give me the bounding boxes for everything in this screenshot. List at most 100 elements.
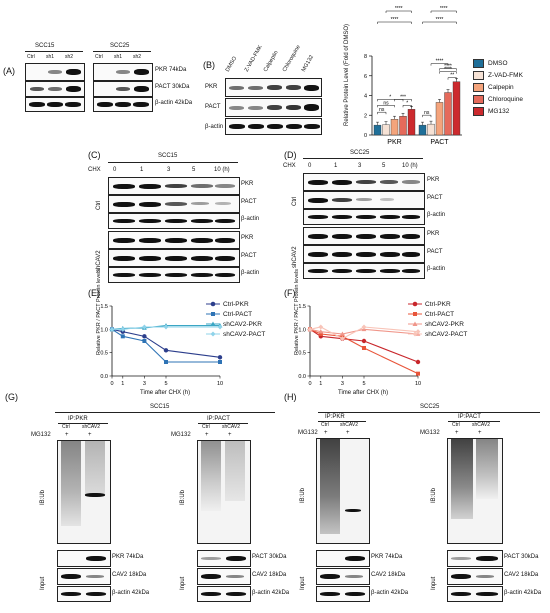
sig-label: ns — [424, 110, 430, 116]
e-point-0-3 — [163, 348, 169, 353]
g-ib1: IB:Ub — [40, 489, 46, 505]
scc15-label: SCC15 — [35, 43, 55, 49]
bar-category-label: PACT — [430, 139, 449, 146]
f-legend-0: Ctrl-PKR — [408, 300, 451, 308]
h-ib1: IB:Ub — [300, 487, 306, 503]
e-x-tick-label: 1 — [121, 381, 124, 387]
sig-label: ** — [450, 73, 454, 79]
g-lbl2-pact: PACT 30kDa — [252, 554, 287, 560]
f-point-3-1 — [318, 324, 324, 330]
bar-pact-0 — [418, 124, 427, 136]
h-lbl2-actin: β-actin 42kDa — [504, 590, 542, 596]
d-t10: 10 (h) — [402, 163, 418, 169]
e-point-1-4 — [218, 360, 222, 364]
g-plus-2a: + — [205, 432, 209, 438]
f-x-tick-label: 3 — [341, 381, 344, 387]
h-ip2-line — [448, 421, 500, 422]
lane-sh1-a2: sh1 — [114, 54, 123, 60]
h-ip2: IP:PACT — [458, 414, 481, 420]
blot-d-ctrl-pkr — [303, 173, 425, 191]
h-lane-ctrl2: Ctrl — [452, 422, 460, 428]
sig-label: **** — [436, 59, 444, 65]
sig-bracket — [430, 63, 449, 66]
h-plus-2a: + — [455, 430, 459, 436]
bar-ylabel: Relative Protein Level (Fold of DMSO) — [344, 23, 350, 126]
f-point-1-4 — [416, 371, 420, 376]
blot-b-pkr — [225, 78, 322, 97]
lane-b-dmso: DMSO — [224, 55, 239, 73]
lane-b-calpeptin: Calpeptin — [262, 49, 280, 73]
g-ip1: IP:PKR — [68, 416, 88, 422]
h-mg132-2: MG132 — [420, 430, 440, 436]
h-lbl1-cav2: CAV2 18kDa — [371, 572, 406, 578]
sig-bracket — [377, 105, 395, 108]
c-t5: 5 — [192, 167, 196, 173]
line-chart-f: 0.0 0.5 1.0 1.5 0 1 3 5 10 — [298, 304, 421, 387]
sig-label: **** — [395, 6, 403, 12]
e-y-tick-label: 1.5 — [100, 304, 108, 310]
h-in1-cav2 — [316, 568, 370, 585]
blot-c-ctrl-actin — [108, 213, 240, 229]
e-x-tick-label: 0 — [110, 381, 113, 387]
label-a-pkr: PKR 74kDa — [155, 67, 187, 73]
g-lbl1-cav2: CAV2 18kDa — [112, 572, 147, 578]
h-title: SCC25 — [420, 404, 440, 410]
h-lane-sh1: shCAV2 — [340, 422, 358, 428]
sig-bracket — [394, 99, 412, 102]
bar-pact-3 — [444, 92, 452, 136]
d-t1: 1 — [334, 163, 338, 169]
c-t3: 3 — [167, 167, 171, 173]
e-point-3-4 — [217, 324, 223, 330]
sig-label: **** — [444, 67, 452, 73]
bar-y-tick-label: 2 — [364, 113, 367, 119]
h-input1: Input — [300, 576, 306, 590]
d-lbl-pact2: PACT — [427, 249, 443, 255]
e-x-tick-label: 10 — [217, 381, 223, 387]
f-legend-3: shCAV2-PACT — [408, 330, 467, 338]
e-point-3-1 — [120, 326, 126, 332]
blot-c-ctrl-pkr — [108, 177, 240, 195]
g-mg132-2: MG132 — [171, 432, 191, 438]
g-in2-cav2 — [197, 568, 251, 585]
h-lane-sh2: shCAV2 — [472, 422, 490, 428]
h-in2-pact — [447, 550, 503, 567]
d-lbl-pkr1: PKR — [427, 177, 440, 183]
sig-bracket — [402, 105, 412, 108]
f-series-line-1 — [309, 328, 419, 375]
sig-label: * — [389, 94, 391, 100]
h-ub-blot-1 — [316, 438, 370, 544]
scc25-line — [93, 51, 151, 52]
lane-b-chloroquine: Chloroquine — [281, 44, 302, 73]
sig-bracket — [377, 111, 387, 115]
h-ib2: IB:Ub — [431, 487, 437, 503]
bar-pkr-3 — [399, 116, 407, 136]
sig-label: **** — [440, 6, 448, 12]
f-x-tick-label: 5 — [362, 381, 365, 387]
bar-pact-2 — [435, 102, 444, 136]
bar-pact-1 — [427, 123, 435, 136]
h-lbl2-pact: PACT 30kDa — [504, 554, 539, 560]
h-ip1-line — [318, 421, 366, 422]
sig-label: **** — [391, 17, 399, 23]
f-y-tick-label: 1.0 — [298, 327, 306, 333]
h-lane-ctrl1: Ctrl — [321, 422, 329, 428]
label-a-pact: PACT 30kDa — [155, 84, 190, 90]
blot-b-actin — [225, 118, 322, 135]
h-in1-actin — [316, 586, 370, 602]
label-b-actin: β-actin — [205, 124, 224, 130]
scc15-line — [25, 51, 83, 52]
scc25-label: SCC25 — [110, 43, 130, 49]
e-ylabel: Relative PKR / PACT Protein levels — [96, 269, 102, 355]
c-lbl-pact2: PACT — [241, 253, 257, 259]
blot-c-ctrl-pact — [108, 195, 240, 213]
sig-bracket — [377, 21, 412, 24]
g-lane-sh2: shCAV2 — [222, 424, 240, 430]
e-series-line-1 — [111, 328, 220, 363]
e-legend-3: shCAV2-PACT — [206, 330, 265, 338]
sig-bracket — [439, 68, 457, 71]
d-title: SCC25 — [350, 150, 370, 156]
g-plus-1a: + — [65, 432, 69, 438]
c-t10: 10 (h) — [214, 167, 230, 173]
e-series-line-0 — [111, 328, 221, 358]
h-lbl2-cav2: CAV2 18kDa — [504, 572, 539, 578]
